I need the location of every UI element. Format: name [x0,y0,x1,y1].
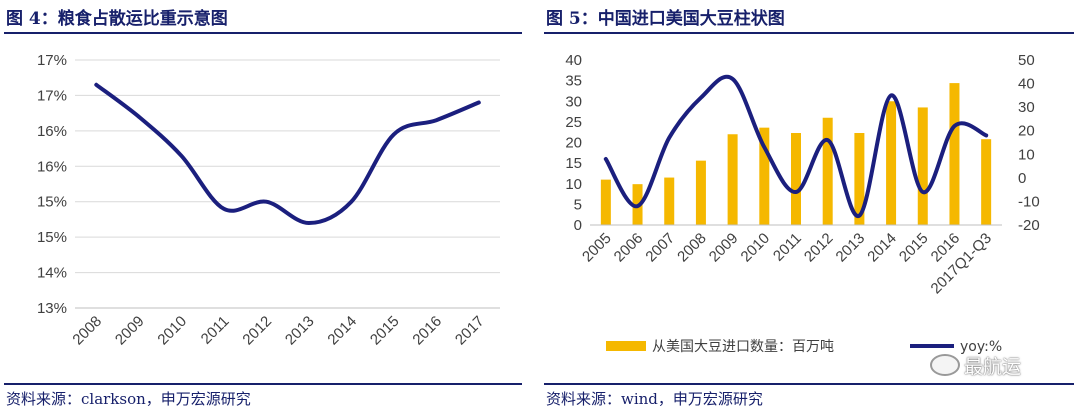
y-right-tick-label: 20 [1018,123,1035,140]
x-tick-label: 2015 [896,230,932,266]
y-tick-label: 16% [37,158,67,175]
import-volume-bar [727,134,738,225]
title-rule [544,32,1074,34]
x-tick-label: 2017 [452,313,488,349]
x-tick-label: 2016 [409,313,445,349]
import-volume-bar [759,127,770,225]
x-tick-label: 2012 [239,313,275,349]
y-left-tick-label: 35 [565,73,582,90]
y-tick-label: 16% [37,123,67,140]
legend-bar-swatch [606,341,646,351]
x-tick-label: 2006 [611,230,647,266]
y-tick-label: 17% [37,52,67,69]
legend-bar-label: 从美国大豆进口数量：百万吨 [652,339,834,355]
legend-line-label: yoy:% [960,339,1002,355]
y-left-tick-label: 20 [565,135,582,152]
y-left-tick-label: 5 [574,196,582,213]
x-tick-label: 2012 [801,230,837,266]
y-right-tick-label: -20 [1018,217,1040,234]
import-volume-bar [854,133,865,225]
y-right-tick-label: 0 [1018,170,1026,187]
x-tick-label: 2005 [579,230,615,266]
left-figure-panel: 图 4：粮食占散运比重示意图 13% 14% 15% 15% 16% 16% 17% 17% 2… [0,0,528,414]
x-tick-label: 2011 [198,313,233,348]
y-right-tick-label: 40 [1018,76,1035,93]
figure-4-title: 图 4：粮食占散运比重示意图 [6,9,228,29]
title-rule [4,32,522,34]
y-right-tick-label: 50 [1018,52,1035,69]
grain-share-line-chart: 13% 14% 15% 15% 16% 16% 17% 17% 2008 2009 2010 2011… [37,52,500,349]
x-tick-label: 2014 [324,313,360,349]
right-figure-panel: 图 5：中国进口美国大豆柱状图 0 5 10 15 20 25 30 35 40 -20 -10 0 1… [540,0,1080,414]
y-tick-label: 14% [37,265,67,282]
watermark: 最航运 [930,352,1021,379]
import-volume-bar [822,117,833,225]
y-left-tick-label: 30 [565,93,582,110]
y-tick-label: 15% [37,229,67,246]
import-volume-bar [791,133,801,225]
x-tick-label: 2008 [69,313,105,349]
watermark-text: 最航运 [964,356,1022,378]
y-right-tick-label: 10 [1018,146,1035,163]
grain-share-line [94,82,481,225]
y-tick-label: 15% [37,194,67,211]
x-tick-label: 2015 [367,313,403,349]
figure-4-source: 资料来源：clarkson，申万宏源研究 [6,390,251,408]
x-tick-label: 2010 [738,230,774,266]
y-left-tick-label: 10 [565,176,582,193]
figure-5-title: 图 5：中国进口美国大豆柱状图 [546,9,785,29]
x-tick-label: 2010 [154,313,190,349]
import-volume-bar [981,139,992,225]
y-left-tick-label: 15 [565,155,582,172]
x-tick-label: 2013 [833,230,869,266]
y-tick-label: 17% [37,87,67,104]
y-left-tick-label: 40 [565,52,582,69]
import-volume-bar [664,177,675,225]
x-tick-label: 2009 [706,230,742,266]
x-tick-label: 2013 [282,313,318,349]
source-rule [544,383,1074,385]
source-rule [4,383,522,385]
import-volume-bar [886,101,897,225]
us-soybean-import-chart: 0510152025303540-20-10010203040502005200… [565,52,1040,355]
wechat-icon [930,354,960,376]
x-tick-label: 2011 [770,230,805,265]
import-volume-bar [695,160,706,225]
x-tick-label: 2014 [864,230,900,266]
import-volume-bar [600,179,611,225]
y-tick-label: 13% [37,300,67,317]
import-volume-bar [949,83,960,225]
figure-5-source: 资料来源：wind，申万宏源研究 [546,390,763,408]
y-left-tick-label: 25 [565,114,582,131]
x-tick-label: 2007 [642,230,678,266]
import-volume-bar [917,107,928,225]
x-tick-label: 2009 [112,313,148,349]
x-tick-label: 2008 [674,230,710,266]
y-left-tick-label: 0 [574,217,582,234]
y-right-tick-label: -10 [1018,193,1040,210]
y-right-tick-label: 30 [1018,99,1035,116]
